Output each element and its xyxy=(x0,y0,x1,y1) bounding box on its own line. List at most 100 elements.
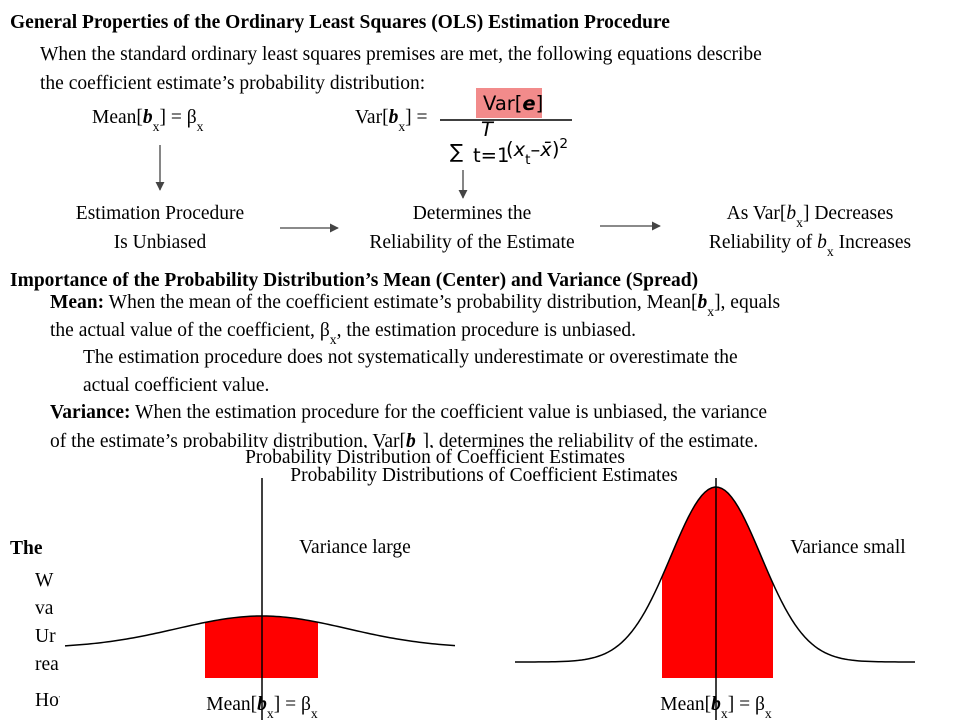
text-fragment: Mean[ xyxy=(660,694,711,715)
text-fragment: ], equals xyxy=(714,292,780,313)
text-fragment: of the estimate’s probability distributi… xyxy=(50,431,406,452)
text-fragment: Var[ xyxy=(483,92,522,115)
text-fragment: – xyxy=(531,138,541,161)
density-curve xyxy=(64,615,456,647)
paragraph: Ur xyxy=(35,626,56,647)
text-fragment: the actual value of the coefficient, xyxy=(50,320,320,341)
paragraph: va xyxy=(35,598,54,619)
text-fragment: ( xyxy=(506,138,514,161)
text-fragment: When the estimation procedure for the co… xyxy=(131,402,768,423)
paragraph: The estimation procedure does not system… xyxy=(83,347,738,368)
highlight xyxy=(476,88,542,118)
equation: Var[e] xyxy=(483,92,543,115)
text-fragment: Estimation Procedure xyxy=(76,203,244,224)
text-fragment: β xyxy=(187,107,197,128)
text-fragment: β xyxy=(755,694,765,715)
text-fragment: ] = xyxy=(405,107,427,128)
text-fragment: b xyxy=(406,431,416,452)
text-fragment: ] Decreases xyxy=(803,203,893,224)
text-fragment: x̄ xyxy=(539,138,552,161)
content: General Properties of the Ordinary Least… xyxy=(10,12,925,720)
text-fragment: e xyxy=(522,92,535,115)
text-fragment: b xyxy=(143,107,153,128)
text-fragment: x xyxy=(311,706,318,720)
equation: T xyxy=(481,118,495,141)
heading: General Properties of the Ordinary Least… xyxy=(10,12,670,33)
axis-label: Mean[bx] = βx xyxy=(660,694,772,720)
text-fragment: x xyxy=(267,706,274,720)
text-fragment: x xyxy=(707,304,714,319)
paragraph: W xyxy=(35,570,54,591)
text-fragment: b xyxy=(711,694,721,715)
text-fragment: Mean: xyxy=(50,292,104,313)
text-fragment: Reliability of xyxy=(709,232,817,253)
text-fragment: b xyxy=(786,203,796,224)
paragraph: rea xyxy=(35,654,59,675)
figure-background xyxy=(60,448,925,720)
text-fragment: x xyxy=(398,119,405,134)
curve-label: Variance small xyxy=(790,537,906,558)
flow-text: Is Unbiased xyxy=(114,232,207,253)
text-fragment: Mean[ xyxy=(206,694,257,715)
curve-label: Variance large xyxy=(299,537,411,558)
paragraph: Mean: When the mean of the coefficient e… xyxy=(50,292,780,319)
arrows xyxy=(155,145,661,233)
text-fragment: 2 xyxy=(559,136,568,152)
text-fragment: ], determines the reliability of the est… xyxy=(423,431,759,452)
equation: Mean[bx] = βx xyxy=(92,107,204,134)
text-fragment: x xyxy=(513,138,526,161)
equation: (xt–x̄)2 xyxy=(506,136,568,168)
text-fragment: ] xyxy=(536,92,544,115)
text-fragment: Determines the xyxy=(413,203,532,224)
text-fragment: x xyxy=(796,215,803,230)
text-fragment: Mean[ xyxy=(92,107,143,128)
text-fragment: b xyxy=(697,292,707,313)
text-fragment: x xyxy=(721,706,728,720)
heading: Importance of the Probability Distributi… xyxy=(10,270,698,291)
text-fragment: Is Unbiased xyxy=(114,232,207,253)
text-fragment: , the estimation procedure is unbiased. xyxy=(337,320,636,341)
text-fragment: β xyxy=(320,320,330,341)
axis-label: Mean[bx] = βx xyxy=(206,694,318,720)
flow-text: Reliability of the Estimate xyxy=(369,232,574,253)
text-fragment: t xyxy=(525,152,531,168)
equation: ∑ xyxy=(450,140,463,163)
text-fragment: x xyxy=(330,332,337,347)
text-fragment: b xyxy=(257,694,267,715)
text-fragment: ] = xyxy=(159,107,186,128)
text-fragment: Variance: xyxy=(50,402,131,423)
paragraph: the actual value of the coefficient, βx,… xyxy=(50,320,636,347)
paragraph: actual coefficient value. xyxy=(83,375,269,396)
density-curve xyxy=(514,486,916,663)
text-fragment: Reliability of the Estimate xyxy=(369,232,574,253)
paragraph: When the standard ordinary least squares… xyxy=(40,44,762,65)
title-background xyxy=(270,465,700,485)
text-fragment: b xyxy=(389,107,399,128)
figure-title: Probability Distributions of Coefficient… xyxy=(290,465,677,486)
text-fragment: x xyxy=(197,119,204,134)
paragraph: Variance: When the estimation procedure … xyxy=(50,402,767,423)
equation: t=1 xyxy=(473,144,509,167)
text-fragment: Increases xyxy=(834,232,911,253)
heading: The xyxy=(10,538,43,559)
text-fragment: ] = xyxy=(274,694,301,715)
flow-text: Determines the xyxy=(413,203,532,224)
paragraph: the coefficient estimate’s probability d… xyxy=(40,73,425,94)
text-fragment: When the mean of the coefficient estimat… xyxy=(104,292,697,313)
flow-text: Reliability of bx Increases xyxy=(709,232,911,259)
shaded-region xyxy=(662,487,773,678)
text-fragment: x xyxy=(153,119,160,134)
text-fragment: x xyxy=(765,706,772,720)
text-fragment: Var[ xyxy=(355,107,389,128)
text-fragment: x xyxy=(827,244,834,259)
flow-text: As Var[bx] Decreases xyxy=(727,203,894,230)
flow-text: Estimation Procedure xyxy=(76,203,244,224)
equation: Var[bx] = xyxy=(355,107,428,134)
text-fragment: b xyxy=(817,232,827,253)
text-fragment: As Var[ xyxy=(727,203,787,224)
text-fragment: ) xyxy=(552,138,560,161)
text-fragment: ] = xyxy=(728,694,755,715)
text-fragment: β xyxy=(301,694,311,715)
figure-title: Probability Distribution of Coefficient … xyxy=(245,447,625,468)
